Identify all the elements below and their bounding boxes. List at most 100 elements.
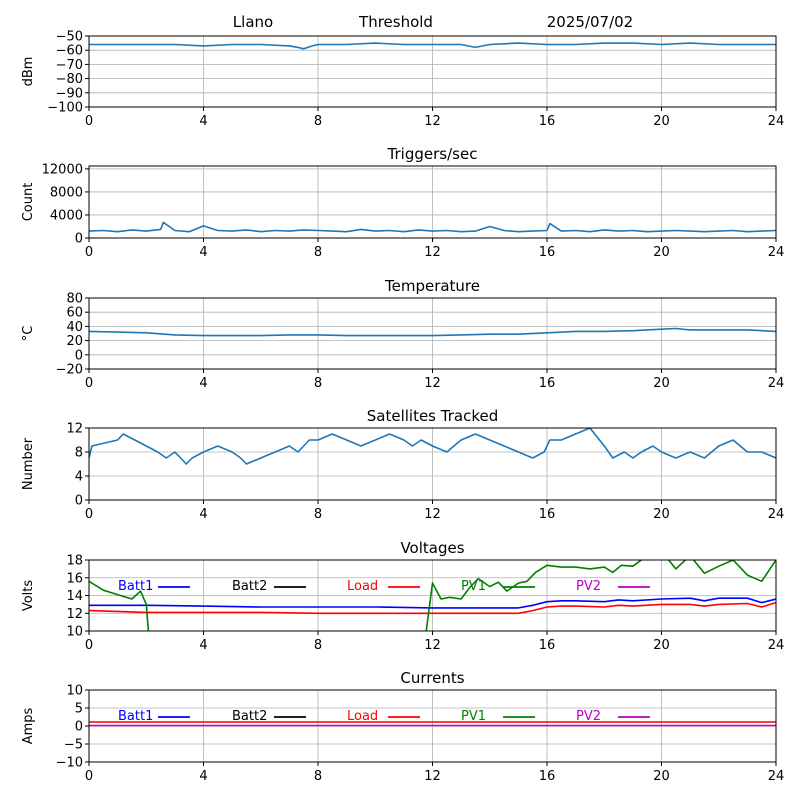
x-tick-label: 0 bbox=[85, 638, 93, 653]
chart-title: Voltages bbox=[400, 539, 464, 557]
series-group bbox=[89, 221, 776, 233]
series-group bbox=[89, 721, 776, 727]
y-tick-label: 12000 bbox=[42, 162, 83, 177]
legend: Batt1 Batt2 Load PV1 PV2 bbox=[118, 709, 650, 724]
chart-title: Triggers/sec bbox=[387, 145, 478, 163]
y-tick-label: 14 bbox=[66, 589, 83, 604]
series-group bbox=[89, 42, 776, 50]
x-tick-label: 20 bbox=[653, 376, 670, 391]
x-tick-label: 12 bbox=[424, 114, 441, 129]
series-group bbox=[89, 428, 776, 465]
chart-panel-4: 0 4 8 12 16 20 24 0 4 8 12 Satellites Tracked Number bbox=[21, 407, 784, 522]
series-line-load bbox=[89, 601, 776, 615]
y-tick-label: 10 bbox=[66, 625, 83, 640]
x-tick-label: 12 bbox=[424, 376, 441, 391]
y-tick-label: 12 bbox=[66, 422, 83, 437]
y-tick-label: −50 bbox=[56, 30, 83, 45]
y-tick-label: −5 bbox=[64, 738, 83, 753]
chart-panel-2: 0 4 8 12 16 20 24 0 4000 8000 12000 Triggers/sec Cou… bbox=[21, 145, 784, 260]
header-site: Llano bbox=[233, 13, 273, 31]
x-tick-label: 0 bbox=[85, 245, 93, 260]
chart-title: Temperature bbox=[384, 277, 480, 295]
x-tick-label: 24 bbox=[768, 507, 785, 522]
y-tick-label: −70 bbox=[56, 58, 83, 73]
x-tick-label: 16 bbox=[539, 507, 556, 522]
series-group bbox=[89, 560, 776, 631]
y-tick-label: 0 bbox=[75, 720, 83, 735]
x-tick-label: 4 bbox=[199, 376, 207, 391]
y-tick-label: 5 bbox=[75, 702, 83, 717]
series-group bbox=[89, 327, 776, 337]
series-line-pv1 bbox=[425, 560, 776, 631]
x-tick-label: 24 bbox=[768, 769, 785, 784]
y-tick-label: 60 bbox=[66, 306, 83, 321]
y-tick-label: −80 bbox=[56, 72, 83, 87]
x-tick-label: 16 bbox=[539, 245, 556, 260]
series-line-pv1 bbox=[89, 580, 150, 631]
series-line-batt1 bbox=[89, 597, 776, 609]
y-tick-label: 0 bbox=[75, 232, 83, 247]
chart-title: Satellites Tracked bbox=[367, 407, 498, 425]
legend-label-pv2: PV2 bbox=[576, 579, 601, 594]
legend-label-load: Load bbox=[347, 709, 378, 724]
series-line-data bbox=[89, 221, 776, 233]
x-tick-label: 8 bbox=[314, 245, 322, 260]
x-tick-label: 12 bbox=[424, 507, 441, 522]
y-tick-label: −10 bbox=[56, 756, 83, 771]
x-tick-label: 16 bbox=[539, 114, 556, 129]
x-tick-label: 0 bbox=[85, 769, 93, 784]
x-tick-label: 20 bbox=[653, 769, 670, 784]
legend-label-batt2: Batt2 bbox=[232, 709, 267, 724]
x-tick-label: 20 bbox=[653, 507, 670, 522]
x-tick-label: 16 bbox=[539, 769, 556, 784]
x-tick-label: 24 bbox=[768, 245, 785, 260]
y-tick-label: −60 bbox=[56, 44, 83, 59]
legend-label-batt1: Batt1 bbox=[118, 579, 153, 594]
x-tick-label: 12 bbox=[424, 769, 441, 784]
legend-label-pv1: PV1 bbox=[461, 709, 486, 724]
x-tick-label: 12 bbox=[424, 638, 441, 653]
y-tick-label: 80 bbox=[66, 292, 83, 307]
y-tick-label: 8000 bbox=[50, 185, 83, 200]
x-tick-label: 16 bbox=[539, 638, 556, 653]
x-tick-label: 20 bbox=[653, 114, 670, 129]
chart-title: Currents bbox=[400, 669, 464, 687]
y-tick-label: −90 bbox=[56, 86, 83, 101]
legend: Batt1 Batt2 Load PV1 PV2 bbox=[118, 579, 650, 594]
x-tick-label: 4 bbox=[199, 245, 207, 260]
x-tick-label: 24 bbox=[768, 114, 785, 129]
y-axis-label: Volts bbox=[21, 580, 36, 612]
x-tick-label: 16 bbox=[539, 376, 556, 391]
chart-panel-1: 0 4 8 12 16 20 24 −100−90−80−70−60−50 dBm bbox=[21, 30, 784, 130]
x-tick-label: 8 bbox=[314, 376, 322, 391]
x-tick-label: 0 bbox=[85, 114, 93, 129]
y-tick-label: 40 bbox=[66, 320, 83, 335]
legend-label-batt2: Batt2 bbox=[232, 579, 267, 594]
header-mode: Threshold bbox=[358, 13, 433, 31]
x-tick-label: 4 bbox=[199, 769, 207, 784]
x-tick-label: 4 bbox=[199, 638, 207, 653]
x-tick-label: 20 bbox=[653, 638, 670, 653]
x-tick-label: 8 bbox=[314, 507, 322, 522]
y-axis-label: Amps bbox=[21, 707, 36, 744]
series-line-data bbox=[89, 327, 776, 337]
y-tick-label: 4 bbox=[75, 470, 83, 485]
series-line-data bbox=[89, 428, 776, 465]
y-tick-label: 18 bbox=[66, 554, 83, 569]
y-axis-label: Number bbox=[21, 437, 36, 490]
y-tick-label: 0 bbox=[75, 348, 83, 363]
x-tick-label: 0 bbox=[85, 376, 93, 391]
x-tick-label: 20 bbox=[653, 245, 670, 260]
y-tick-label: 16 bbox=[66, 571, 83, 586]
x-tick-label: 24 bbox=[768, 638, 785, 653]
y-tick-label: 10 bbox=[66, 684, 83, 699]
legend-label-pv2: PV2 bbox=[576, 709, 601, 724]
y-tick-label: 0 bbox=[75, 494, 83, 509]
x-tick-label: 4 bbox=[199, 507, 207, 522]
legend-label-load: Load bbox=[347, 579, 378, 594]
x-tick-label: 4 bbox=[199, 114, 207, 129]
